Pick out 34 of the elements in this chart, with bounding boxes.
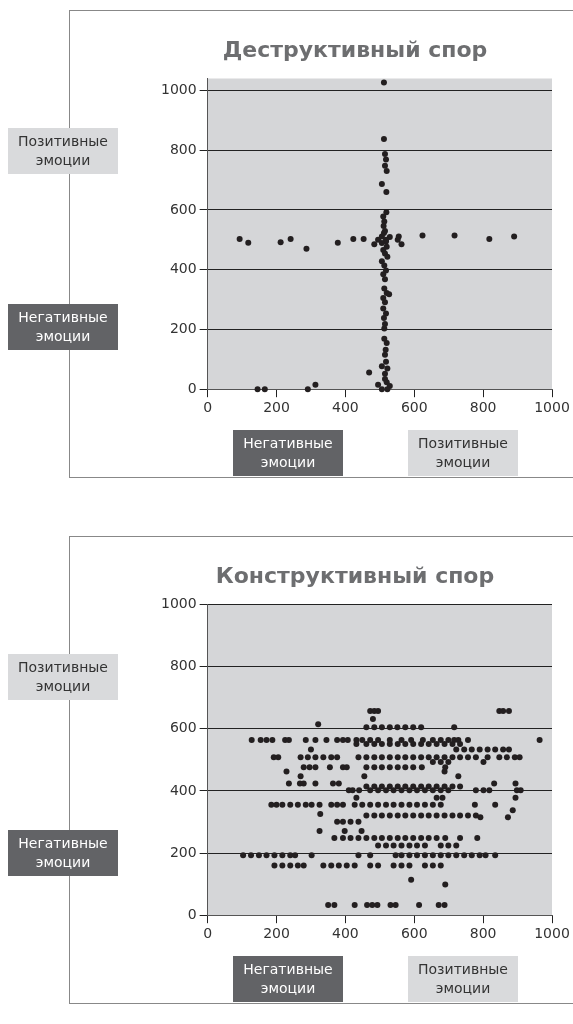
y-tick-label: 600 xyxy=(169,719,197,736)
y-tick-label: 0 xyxy=(187,905,197,922)
x-tick-label: 1000 xyxy=(534,925,570,942)
y-tick-label: 800 xyxy=(169,657,197,674)
text: Негативные эмоции xyxy=(233,430,343,476)
x-tick-label: 400 xyxy=(332,399,359,416)
x-tick-label: 600 xyxy=(400,925,428,942)
y-tick-label: 400 xyxy=(169,781,197,798)
text: Позитивные эмоции xyxy=(408,956,518,1002)
y-tick-label: 200 xyxy=(169,843,197,860)
y-tick-label: 0 xyxy=(187,379,197,396)
x-tick-label: 400 xyxy=(332,925,359,942)
text: Позитивные эмоции xyxy=(408,430,518,476)
text: Позитивные эмоции xyxy=(8,654,118,700)
y-tick-label: 1000 xyxy=(160,80,197,97)
y-tick-label: 600 xyxy=(169,200,197,217)
x-tick-label: 1000 xyxy=(534,399,570,416)
text: Негативные эмоции xyxy=(8,304,118,350)
text: Негативные эмоции xyxy=(233,956,343,1002)
x-tick-label: 800 xyxy=(469,925,497,942)
text: Позитивные эмоции xyxy=(8,128,118,174)
x-tick-label: 200 xyxy=(263,925,290,942)
x-tick-label: 200 xyxy=(263,399,290,416)
y-tick-label: 800 xyxy=(169,140,197,157)
x-tick-label: 0 xyxy=(203,399,213,416)
text: Негативные эмоции xyxy=(8,830,118,876)
y-tick-label: 400 xyxy=(169,260,197,277)
chart-title: Деструктивный спор xyxy=(222,36,488,62)
x-tick-label: 800 xyxy=(469,399,497,416)
y-tick-label: 1000 xyxy=(160,595,197,612)
y-tick-label: 200 xyxy=(169,320,197,337)
chart-title: Конструктивный спор xyxy=(215,562,495,588)
x-tick-label: 0 xyxy=(203,925,213,942)
x-tick-label: 600 xyxy=(400,399,428,416)
